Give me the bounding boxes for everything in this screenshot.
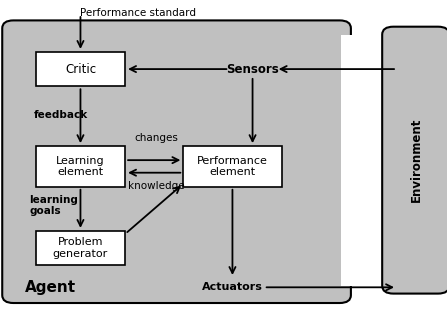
Bar — [36, 231, 125, 265]
Text: Performance standard: Performance standard — [80, 8, 197, 18]
Text: Learning
element: Learning element — [56, 156, 105, 177]
FancyBboxPatch shape — [2, 20, 351, 303]
Text: Performance
element: Performance element — [197, 156, 268, 177]
Text: Agent: Agent — [25, 280, 76, 295]
Text: Environment: Environment — [410, 118, 423, 202]
Text: Problem
generator: Problem generator — [53, 237, 108, 259]
Text: changes: changes — [135, 133, 178, 143]
FancyBboxPatch shape — [382, 27, 447, 294]
Bar — [36, 52, 125, 86]
Bar — [183, 146, 282, 187]
Text: Critic: Critic — [65, 62, 96, 76]
Text: knowledge: knowledge — [128, 181, 185, 191]
Text: Sensors: Sensors — [226, 62, 279, 76]
Text: feedback: feedback — [34, 110, 88, 120]
Text: learning
goals: learning goals — [29, 195, 78, 216]
Bar — [36, 146, 125, 187]
Text: Actuators: Actuators — [202, 282, 263, 292]
Bar — [341, 35, 396, 286]
